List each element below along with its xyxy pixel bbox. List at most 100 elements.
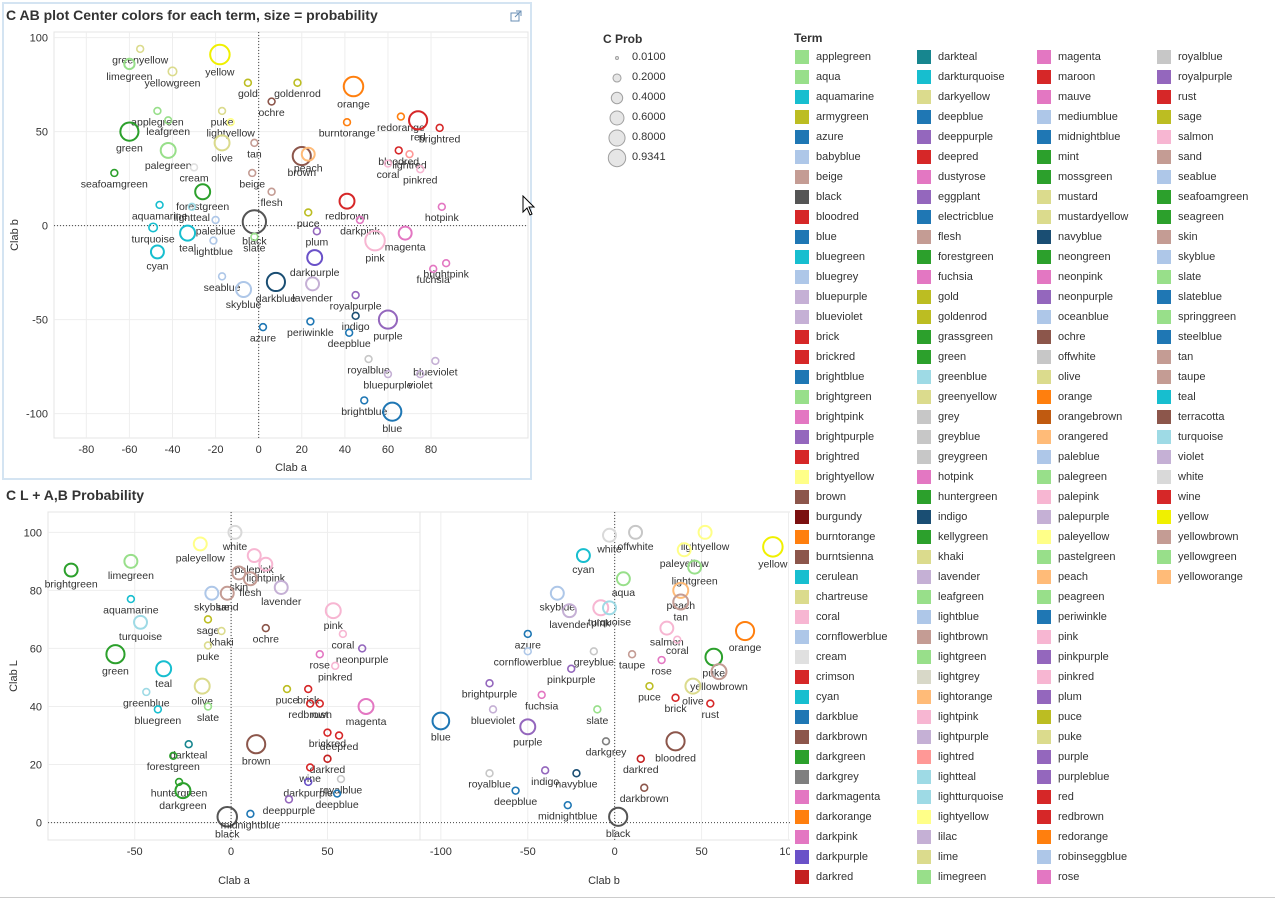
point-darkpurple[interactable]	[306, 249, 324, 267]
point-green[interactable]	[119, 121, 140, 142]
point-salmon[interactable]	[659, 620, 675, 636]
point-cream[interactable]	[189, 163, 199, 172]
point-olive[interactable]	[684, 677, 702, 695]
point-hotpink[interactable]	[437, 202, 447, 212]
point-puce[interactable]	[304, 208, 313, 217]
point-puce[interactable]	[282, 684, 292, 694]
point-deepblue[interactable]	[332, 789, 342, 798]
point-turquoise[interactable]	[133, 614, 148, 630]
point-gold[interactable]	[243, 78, 253, 87]
point-brick[interactable]	[671, 693, 680, 702]
point-bluegreen[interactable]	[153, 705, 163, 714]
point-cyan[interactable]	[149, 244, 165, 260]
point-sand[interactable]	[219, 585, 235, 601]
point-greyblue[interactable]	[589, 647, 599, 656]
point-azure[interactable]	[523, 629, 532, 639]
point-darkbrown[interactable]	[640, 783, 649, 792]
point-teal[interactable]	[179, 224, 197, 242]
point-peach[interactable]	[672, 581, 690, 599]
point-darkred[interactable]	[636, 754, 645, 763]
point-paleyellow[interactable]	[192, 536, 208, 552]
point-skin[interactable]	[231, 565, 247, 581]
point-redbrown[interactable]	[338, 192, 356, 210]
point-darkpink[interactable]	[355, 215, 365, 225]
point-blueviolet[interactable]	[488, 705, 498, 714]
point-brightgreen[interactable]	[63, 562, 79, 578]
point-teal[interactable]	[155, 660, 173, 678]
point-brightpink[interactable]	[441, 258, 451, 268]
point-coral[interactable]	[338, 629, 348, 639]
point-brick[interactable]	[303, 684, 313, 694]
point-indigo[interactable]	[351, 311, 360, 321]
point-puce[interactable]	[645, 681, 654, 691]
point-paleyellow[interactable]	[676, 542, 692, 558]
point-turquoise[interactable]	[148, 222, 159, 233]
point-leafgreen[interactable]	[163, 116, 173, 125]
point-palegreen[interactable]	[159, 141, 177, 159]
point-tan[interactable]	[672, 593, 690, 611]
point-puke[interactable]	[217, 106, 227, 116]
point-redbrown[interactable]	[305, 699, 315, 708]
point-midnightblue[interactable]	[563, 800, 572, 810]
point-white[interactable]	[227, 524, 243, 540]
point-fuchsia[interactable]	[537, 690, 546, 700]
expand-icon[interactable]	[510, 10, 522, 22]
point-rose[interactable]	[315, 650, 324, 659]
point-burntorange[interactable]	[342, 118, 352, 127]
point-lightteal[interactable]	[187, 202, 197, 212]
point-darkblue[interactable]	[265, 271, 286, 293]
point-royalblue[interactable]	[485, 769, 494, 778]
point-coral[interactable]	[673, 635, 682, 644]
point-white[interactable]	[602, 527, 617, 543]
point-yellowbrown[interactable]	[710, 663, 728, 681]
point-bloodred[interactable]	[394, 146, 403, 155]
point-yellow[interactable]	[762, 536, 784, 558]
point-black[interactable]	[216, 806, 238, 828]
point-darkgrey[interactable]	[601, 737, 611, 746]
point-slate[interactable]	[250, 232, 259, 242]
point-greenyellow[interactable]	[135, 44, 145, 54]
point-applegreen[interactable]	[153, 106, 162, 116]
point-orange[interactable]	[734, 620, 756, 642]
point-skyblue[interactable]	[549, 585, 565, 601]
point-brickred[interactable]	[323, 728, 332, 737]
point-paleblue[interactable]	[211, 215, 220, 225]
point-blue[interactable]	[431, 711, 451, 731]
point-pinkpurple[interactable]	[567, 664, 576, 673]
point-flesh[interactable]	[242, 571, 258, 587]
point-bloodred[interactable]	[665, 731, 686, 752]
point-lightred[interactable]	[405, 149, 414, 159]
point-goldenrod[interactable]	[293, 78, 302, 87]
point-aqua[interactable]	[615, 571, 631, 587]
point-purple[interactable]	[377, 309, 399, 330]
point-green[interactable]	[105, 644, 126, 665]
point-limegreen[interactable]	[123, 553, 139, 569]
point-palepink[interactable]	[246, 548, 262, 564]
point-yellowgreen[interactable]	[167, 66, 178, 77]
point-sage[interactable]	[203, 615, 213, 624]
point-azure[interactable]	[258, 322, 268, 332]
point-neonpurple[interactable]	[357, 644, 367, 653]
point-seablue[interactable]	[217, 272, 227, 281]
point-brightblue[interactable]	[360, 396, 369, 405]
point-skyblue[interactable]	[235, 281, 253, 298]
point-lavender[interactable]	[273, 579, 289, 595]
point-indigo[interactable]	[540, 766, 550, 775]
point-periwinkle[interactable]	[306, 317, 315, 326]
point-blueviolet[interactable]	[431, 356, 440, 366]
point-royalpurple[interactable]	[351, 290, 360, 300]
point-rust[interactable]	[706, 699, 715, 708]
point-plum[interactable]	[312, 227, 322, 236]
point-blue[interactable]	[382, 401, 403, 422]
point-coral[interactable]	[383, 159, 393, 168]
point-slate[interactable]	[203, 702, 213, 711]
point-olive[interactable]	[193, 677, 211, 695]
point-orange[interactable]	[342, 75, 365, 98]
point-yellow[interactable]	[209, 43, 231, 66]
point-aquamarine[interactable]	[126, 594, 136, 604]
point-lightgreen[interactable]	[687, 559, 703, 575]
point-tan[interactable]	[250, 138, 259, 148]
point-brown[interactable]	[246, 734, 267, 755]
point-greenblue[interactable]	[142, 687, 151, 697]
point-rust[interactable]	[315, 699, 324, 708]
